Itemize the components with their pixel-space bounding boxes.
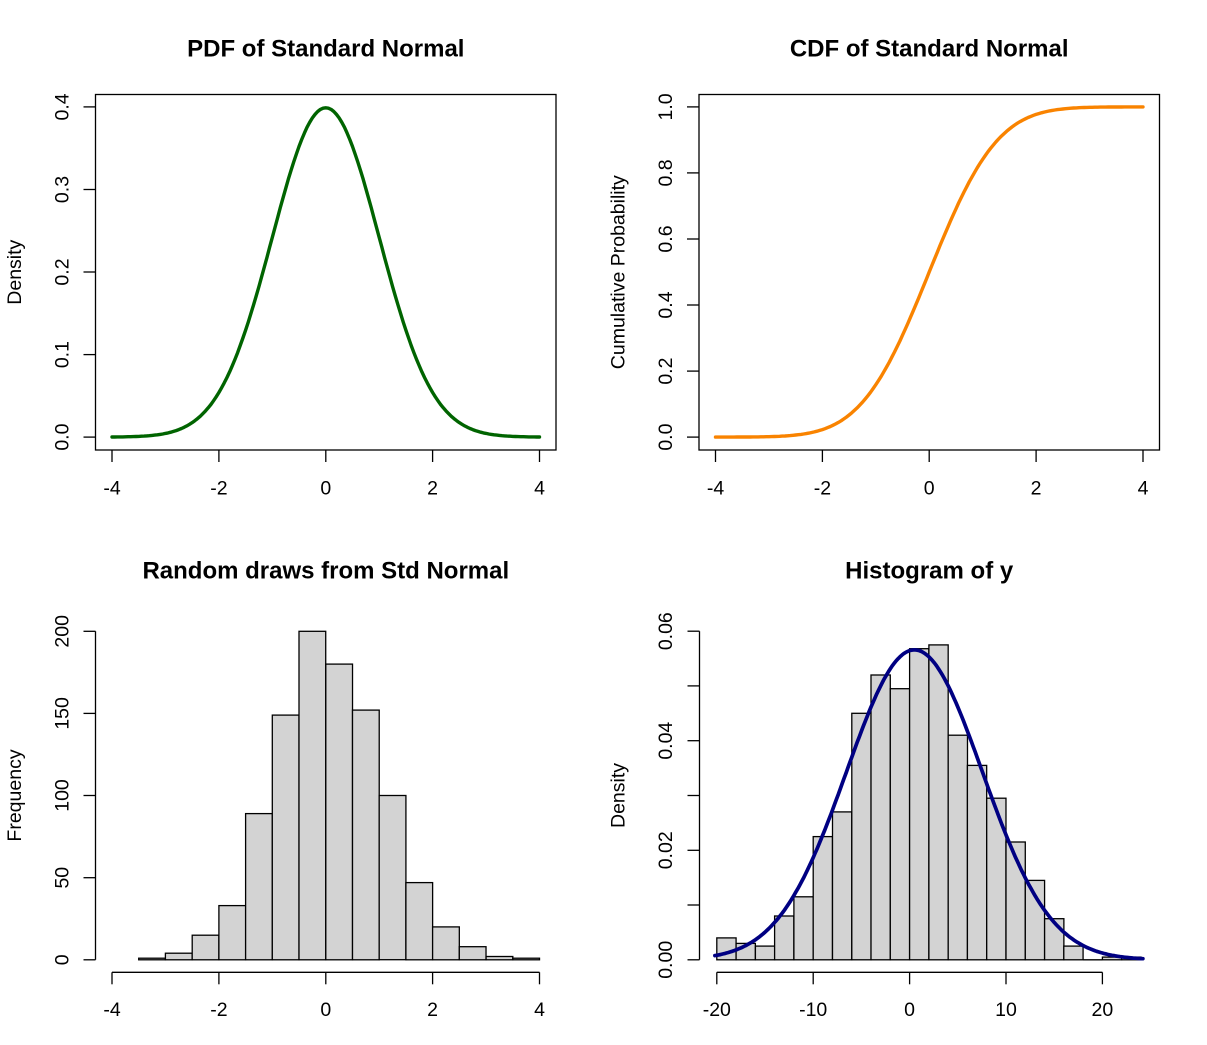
svg-text:0.3: 0.3 <box>52 176 74 203</box>
svg-text:0.0: 0.0 <box>655 423 677 450</box>
svg-text:10: 10 <box>995 999 1017 1021</box>
svg-text:0.00: 0.00 <box>655 941 677 979</box>
svg-text:200: 200 <box>52 615 74 648</box>
svg-text:4: 4 <box>534 478 545 500</box>
svg-text:0: 0 <box>320 999 331 1021</box>
svg-text:4: 4 <box>1138 478 1149 500</box>
svg-text:PDF of Standard Normal: PDF of Standard Normal <box>187 36 464 63</box>
svg-text:0.4: 0.4 <box>655 291 677 318</box>
svg-text:0.02: 0.02 <box>655 831 677 869</box>
svg-text:-2: -2 <box>210 999 227 1021</box>
svg-text:2: 2 <box>427 478 438 500</box>
svg-text:0.0: 0.0 <box>52 423 74 450</box>
svg-text:Density: Density <box>608 763 630 828</box>
svg-text:2: 2 <box>427 999 438 1021</box>
svg-text:0: 0 <box>52 954 74 965</box>
svg-text:-10: -10 <box>799 999 827 1021</box>
svg-text:-4: -4 <box>103 999 120 1021</box>
svg-text:0: 0 <box>320 478 331 500</box>
svg-text:0.06: 0.06 <box>655 612 677 650</box>
svg-text:Density: Density <box>4 239 26 304</box>
svg-text:1.0: 1.0 <box>655 93 677 120</box>
svg-text:-20: -20 <box>703 999 731 1021</box>
svg-text:Cumulative Probability: Cumulative Probability <box>608 175 630 369</box>
svg-text:50: 50 <box>52 867 74 889</box>
svg-text:4: 4 <box>534 999 545 1021</box>
svg-text:0.04: 0.04 <box>655 722 677 760</box>
svg-text:0.6: 0.6 <box>655 225 677 252</box>
svg-text:100: 100 <box>52 779 74 812</box>
svg-text:Frequency: Frequency <box>4 749 26 841</box>
svg-text:0.1: 0.1 <box>52 341 74 368</box>
svg-text:-2: -2 <box>814 478 831 500</box>
svg-text:Random draws from Std Normal: Random draws from Std Normal <box>142 558 509 585</box>
svg-text:-2: -2 <box>210 478 227 500</box>
svg-text:-4: -4 <box>707 478 724 500</box>
svg-text:0: 0 <box>924 478 935 500</box>
svg-text:-4: -4 <box>103 478 120 500</box>
svg-text:Histogram of y: Histogram of y <box>845 558 1014 585</box>
svg-text:20: 20 <box>1092 999 1114 1021</box>
svg-text:CDF of Standard Normal: CDF of Standard Normal <box>790 36 1069 63</box>
svg-text:0.8: 0.8 <box>655 159 677 186</box>
svg-text:0: 0 <box>904 999 915 1021</box>
svg-text:0.4: 0.4 <box>52 93 74 120</box>
svg-text:150: 150 <box>52 697 74 730</box>
svg-text:2: 2 <box>1031 478 1042 500</box>
svg-text:0.2: 0.2 <box>52 258 74 285</box>
svg-text:0.2: 0.2 <box>655 358 677 385</box>
